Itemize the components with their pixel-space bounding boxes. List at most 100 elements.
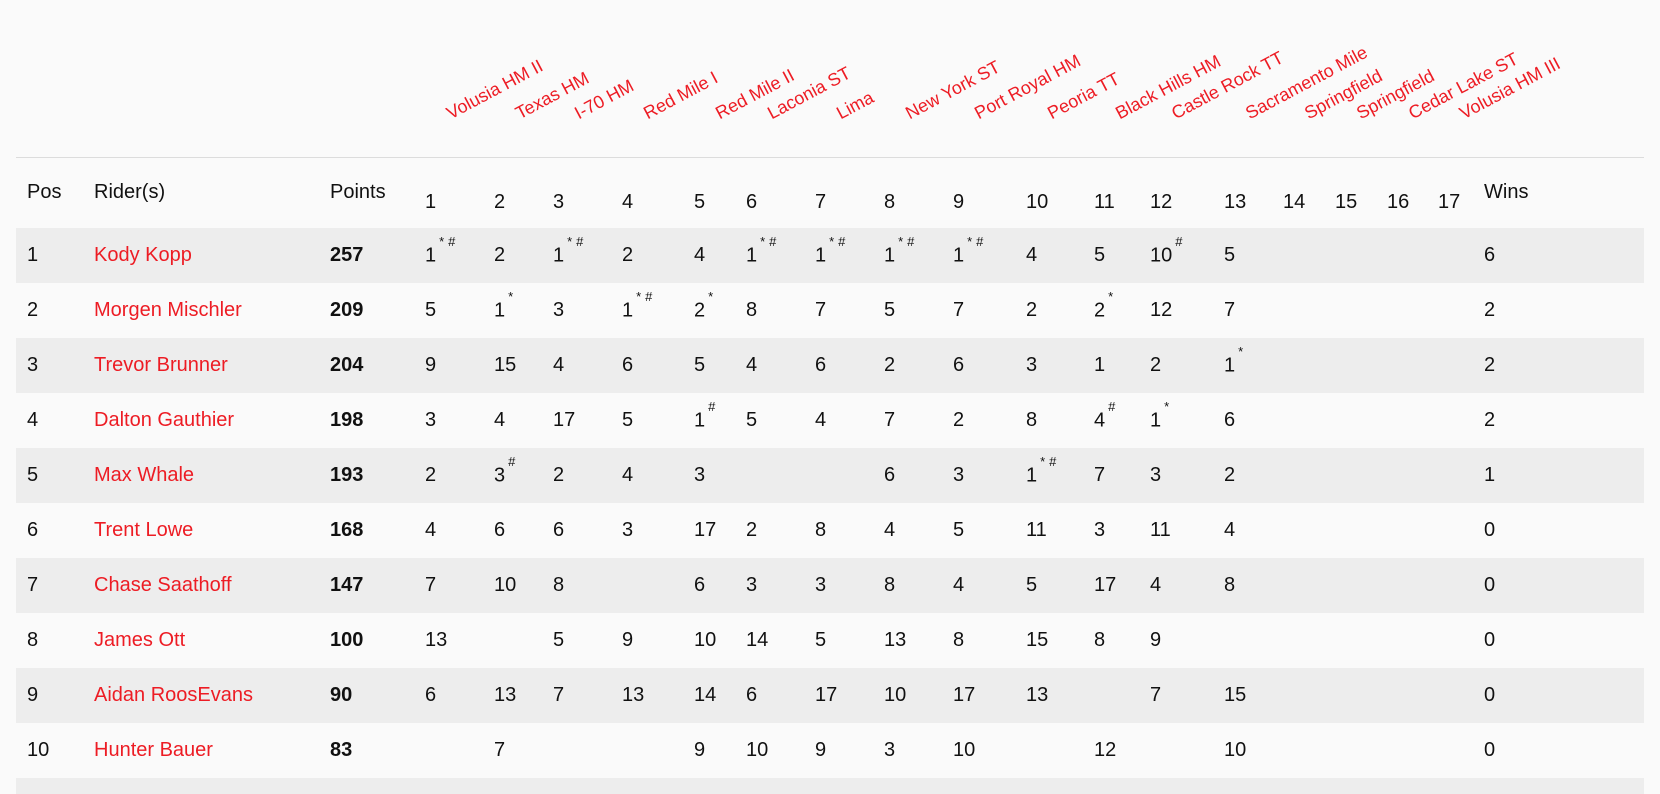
rider-name-link[interactable]: Max Whale xyxy=(94,463,195,486)
rider-name-link[interactable]: Morgen Mischler xyxy=(94,298,242,321)
result-cell xyxy=(1277,723,1329,778)
race-round-number: 2 xyxy=(494,190,506,213)
col-header-riders: Rider(s) xyxy=(94,180,166,203)
result-cell xyxy=(1020,723,1088,778)
header-row: Pos Rider(s) Points Volusia HM II 1 Texas … xyxy=(16,42,1644,228)
wins-cell: 0 xyxy=(1484,518,1496,541)
result-cell: 4 xyxy=(622,463,634,486)
result-cell: 1*# xyxy=(1026,454,1061,487)
result-cell xyxy=(488,613,547,668)
result-cell: 10# xyxy=(1150,234,1187,267)
result-cell: 4 xyxy=(553,353,565,376)
result-flags: * xyxy=(1238,344,1248,360)
result-cell: 7 xyxy=(1094,463,1106,486)
result-cell: 2 xyxy=(953,408,965,431)
race-round-number: 11 xyxy=(1094,190,1115,213)
result-cell: 6 xyxy=(494,518,506,541)
col-header-race-9: Port Royal HM 9 xyxy=(947,50,1084,228)
result-cell xyxy=(1432,338,1478,393)
rider-name-link[interactable]: Hunter Bauer xyxy=(94,738,213,761)
col-header-points: Points xyxy=(330,180,386,203)
result-cell: 5 xyxy=(815,628,827,651)
table-row: 10 Hunter Bauer 83 7 9 10 9 3 10 12 10 0 xyxy=(16,723,1644,778)
result-cell: 17 xyxy=(1094,573,1117,596)
result-cell: 5 xyxy=(553,628,565,651)
result-cell xyxy=(1277,283,1329,338)
race-round-number: 6 xyxy=(746,190,758,213)
result-cell: 3 xyxy=(1094,518,1106,541)
result-cell: 4 xyxy=(815,408,827,431)
result-cell xyxy=(1277,558,1329,613)
result-cell: 4 xyxy=(1224,518,1236,541)
result-cell xyxy=(1329,448,1381,503)
result-cell xyxy=(1381,558,1432,613)
race-name-link[interactable]: Red Mile I xyxy=(640,66,722,123)
rider-cell: Morgen Mischler xyxy=(84,283,324,338)
result-flags: # xyxy=(508,454,520,470)
result-cell: 7 xyxy=(494,738,506,761)
result-flags: * xyxy=(508,289,518,305)
col-header-race-17: Volusia HM III 17 xyxy=(1432,53,1564,228)
points-cell: 209 xyxy=(330,298,364,321)
rider-name-link[interactable]: Dalton Gauthier xyxy=(94,408,235,431)
result-cell xyxy=(1381,448,1432,503)
result-cell xyxy=(1329,393,1381,448)
result-cell: 6 xyxy=(815,353,827,376)
points-cell: 100 xyxy=(330,628,364,651)
result-cell: 1*# xyxy=(425,234,460,267)
col-header-race-1: Volusia HM II 1 xyxy=(419,55,546,228)
col-header-race-8: New York ST 8 xyxy=(878,56,1003,228)
result-cell xyxy=(1381,338,1432,393)
result-cell: 6 xyxy=(553,518,565,541)
result-cell: 17 xyxy=(553,408,576,431)
result-cell: 7 xyxy=(1150,683,1162,706)
rider-name-link[interactable]: Trent Lowe xyxy=(94,518,194,541)
result-cell: 1* xyxy=(1224,344,1248,377)
result-cell xyxy=(1381,283,1432,338)
rider-name-link[interactable]: Aidan RoosEvans xyxy=(94,683,253,706)
race-round-number: 15 xyxy=(1335,190,1358,213)
partial-row-cell xyxy=(16,778,1644,794)
race-round-number: 14 xyxy=(1283,190,1306,213)
col-header-race-13: Sacramento Mile 13 xyxy=(1218,42,1371,228)
result-cell: 9 xyxy=(622,628,634,651)
rider-name-link[interactable]: Chase Saathoff xyxy=(94,573,232,596)
race-round-number: 5 xyxy=(694,190,706,213)
race-name-link[interactable]: Lima xyxy=(833,86,877,123)
position-cell: 2 xyxy=(27,298,39,321)
rider-cell: Hunter Bauer xyxy=(84,723,324,778)
result-flags: *# xyxy=(636,289,657,305)
result-cell: 1* xyxy=(1150,399,1174,432)
position-cell: 6 xyxy=(27,518,39,541)
rider-name-link[interactable]: Trevor Brunner xyxy=(94,353,228,376)
race-round-number: 4 xyxy=(622,190,634,213)
result-cell xyxy=(1381,723,1432,778)
result-cell: 13 xyxy=(1026,683,1049,706)
rider-name-link[interactable]: James Ott xyxy=(94,628,186,651)
rider-name-link[interactable]: Kody Kopp xyxy=(94,243,192,266)
result-cell: 8 xyxy=(1094,628,1106,651)
position-cell: 1 xyxy=(27,243,39,266)
result-cell: 15 xyxy=(1026,628,1049,651)
result-cell: 5 xyxy=(953,518,965,541)
result-cell: 8 xyxy=(1224,573,1236,596)
points-cell: 83 xyxy=(330,738,353,761)
rider-cell: Kody Kopp xyxy=(84,228,324,283)
result-cell: 1*# xyxy=(953,234,988,267)
result-cell: 4# xyxy=(1094,399,1120,432)
result-flags: *# xyxy=(829,234,850,250)
result-flags: * xyxy=(1108,289,1118,305)
table-row: 6 Trent Lowe 168 4 6 6 3 17 2 8 4 5 11 3 11 4 0 xyxy=(16,503,1644,558)
result-cell: 11 xyxy=(1150,518,1171,541)
rider-cell: Trent Lowe xyxy=(84,503,324,558)
result-cell: 1* xyxy=(494,289,518,322)
result-cell: 9 xyxy=(1150,628,1162,651)
result-cell xyxy=(1381,668,1432,723)
race-round-number: 12 xyxy=(1150,190,1173,213)
result-cell: 3 xyxy=(425,408,437,431)
rider-cell: Aidan RoosEvans xyxy=(84,668,324,723)
result-flags: *# xyxy=(567,234,588,250)
points-cell: 147 xyxy=(330,573,364,596)
result-cell: 10 xyxy=(884,683,907,706)
result-cell: 5 xyxy=(1224,243,1236,266)
